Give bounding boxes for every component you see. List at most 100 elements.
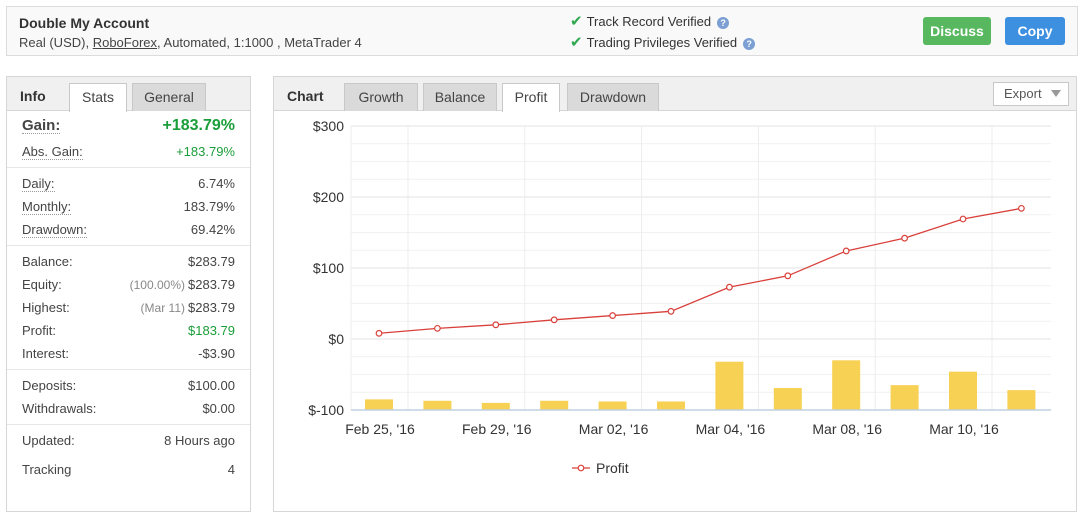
- x-tick-label: Mar 02, '16: [579, 421, 649, 437]
- profit-bar: [598, 401, 627, 410]
- profit-point: [1018, 204, 1025, 212]
- abs-gain-value: +183.79%: [176, 144, 235, 159]
- y-tick-label: $-100: [308, 402, 344, 418]
- profit-point: [959, 215, 967, 223]
- abs-gain-row: Abs. Gain: +183.79%: [22, 140, 235, 163]
- chart-title: Chart: [287, 88, 324, 104]
- profit-line: [378, 207, 1022, 334]
- equity-value-wrap: (100.00%) $283.79: [130, 277, 235, 292]
- profit-label: Profit:: [22, 323, 56, 338]
- balance-value: $283.79: [188, 254, 235, 269]
- broker-link[interactable]: RoboForex: [92, 35, 158, 50]
- y-tick-label: $200: [313, 189, 344, 205]
- profit-bar: [949, 371, 977, 410]
- profit-point: [842, 247, 850, 255]
- updated-group: Updated: 8 Hours ago Tracking 4: [7, 425, 250, 485]
- withdrawals-label: Withdrawals:: [22, 401, 97, 416]
- x-tick-label: Feb 29, '16: [462, 421, 532, 437]
- deposits-group: Deposits: $100.00 Withdrawals: $0.00: [7, 370, 250, 425]
- tab-growth[interactable]: Growth: [344, 83, 418, 111]
- drawdown-label: Drawdown:: [22, 222, 88, 238]
- gain-group: Gain: +183.79% Abs. Gain: +183.79%: [7, 111, 250, 168]
- profit-value: $183.79: [188, 323, 235, 338]
- tracking-label: Tracking: [22, 462, 72, 477]
- rates-group: Daily: 6.74% Monthly: 183.79% Drawdown: …: [7, 168, 250, 246]
- chart-panel: Chart Growth Balance Profit Drawdown Exp…: [273, 76, 1077, 512]
- daily-label: Daily:: [22, 176, 55, 192]
- profit-point: [609, 312, 617, 319]
- tab-general[interactable]: General: [132, 83, 206, 111]
- equity-row: Equity: (100.00%) $283.79: [22, 273, 235, 296]
- tab-profit[interactable]: Profit: [502, 83, 560, 112]
- caret-down-icon: [1051, 90, 1061, 97]
- tab-stats[interactable]: Stats: [69, 83, 127, 112]
- account-type: Real (USD),: [19, 35, 90, 50]
- monthly-label: Monthly:: [22, 199, 72, 215]
- highest-label: Highest:: [22, 300, 70, 315]
- info-tabs: Info Stats General: [7, 77, 250, 112]
- account-header: Double My Account Real (USD), RoboForex,…: [6, 6, 1078, 56]
- profit-bar: [657, 401, 685, 410]
- profit-point: [433, 324, 441, 332]
- profit-bar: [832, 360, 861, 410]
- legend-label: Profit: [596, 460, 629, 476]
- drawdown-row: Drawdown: 69.42%: [22, 218, 235, 241]
- updated-row: Updated: 8 Hours ago: [22, 429, 235, 452]
- profit-point: [375, 329, 383, 337]
- abs-gain-label: Abs. Gain:: [22, 144, 83, 160]
- x-tick-label: Mar 10, '16: [929, 421, 999, 437]
- export-button[interactable]: Export: [993, 82, 1069, 106]
- tab-balance[interactable]: Balance: [423, 83, 497, 111]
- discuss-button[interactable]: Discuss: [923, 17, 991, 45]
- updated-value: 8 Hours ago: [164, 433, 235, 448]
- account-meta: Real (USD), RoboForex, Automated, 1:1000…: [19, 35, 362, 50]
- y-tick-label: $0: [328, 331, 344, 347]
- account-details: , Automated, 1:1000 , MetaTrader 4: [157, 35, 362, 50]
- profit-bar: [1007, 390, 1036, 410]
- profit-bar: [773, 387, 802, 410]
- y-tick-label: $300: [313, 118, 344, 134]
- profit-point: [550, 316, 558, 324]
- export-label: Export: [1004, 86, 1042, 101]
- check-icon: ✔: [570, 34, 583, 51]
- track-record-verified: ✔ Track Record Verified?: [570, 12, 730, 30]
- profit-point: [901, 234, 908, 242]
- x-tick-label: Mar 04, '16: [696, 421, 766, 437]
- monthly-row: Monthly: 183.79%: [22, 195, 235, 218]
- equity-label: Equity:: [22, 277, 62, 292]
- withdrawals-value: $0.00: [202, 401, 235, 416]
- y-tick-label: $100: [313, 260, 344, 276]
- gain-label: Gain:: [22, 117, 61, 134]
- daily-row: Daily: 6.74%: [22, 172, 235, 195]
- interest-label: Interest:: [22, 346, 69, 361]
- profit-point: [492, 321, 500, 329]
- highest-row: Highest: (Mar 11) $283.79: [22, 296, 235, 319]
- interest-row: Interest: -$3.90: [22, 342, 235, 365]
- withdrawals-row: Withdrawals: $0.00: [22, 397, 235, 420]
- help-icon[interactable]: ?: [717, 16, 730, 29]
- info-title: Info: [20, 88, 46, 104]
- copy-button[interactable]: Copy: [1005, 17, 1065, 45]
- chart-tabs: Chart Growth Balance Profit Drawdown Exp…: [274, 77, 1076, 112]
- profit-bar: [423, 400, 452, 410]
- profit-bar: [365, 399, 393, 410]
- profit-bar: [890, 385, 919, 410]
- profit-bar: [715, 361, 744, 410]
- highest-value-wrap: (Mar 11) $283.79: [141, 300, 235, 315]
- profit-point: [667, 307, 675, 315]
- interest-value: -$3.90: [198, 346, 235, 361]
- tab-drawdown[interactable]: Drawdown: [567, 83, 659, 111]
- highest-value: $283.79: [188, 300, 235, 315]
- trading-privileges-label: Trading Privileges Verified: [586, 35, 738, 50]
- x-tick-label: Mar 08, '16: [812, 421, 882, 437]
- help-icon[interactable]: ?: [743, 37, 756, 50]
- deposits-label: Deposits:: [22, 378, 77, 393]
- highest-date: (Mar 11): [140, 301, 185, 315]
- deposits-value: $100.00: [188, 378, 235, 393]
- profit-point: [784, 272, 792, 280]
- daily-value: 6.74%: [198, 176, 235, 191]
- drawdown-value: 69.42%: [190, 222, 235, 237]
- x-tick-label: Feb 25, '16: [345, 421, 415, 437]
- tracking-value[interactable]: 4: [227, 462, 235, 477]
- tracking-row: Tracking 4: [22, 458, 235, 481]
